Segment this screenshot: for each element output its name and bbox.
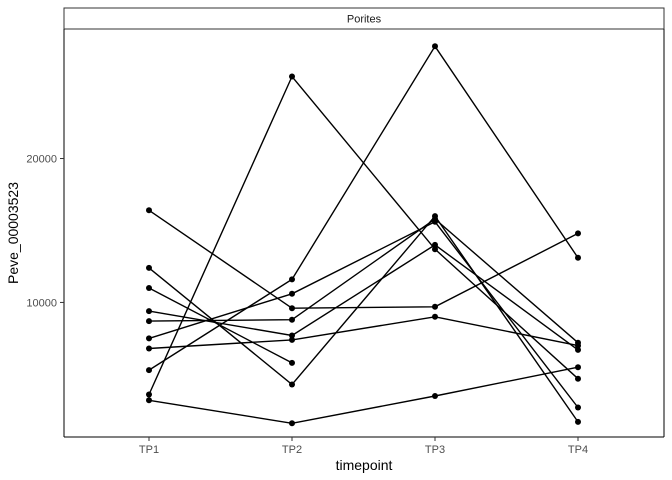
- data-point: [289, 420, 295, 427]
- data-point: [432, 218, 438, 225]
- data-point: [289, 359, 295, 366]
- x-tick-label: TP2: [282, 444, 302, 456]
- data-point: [289, 332, 295, 339]
- data-point: [146, 335, 152, 342]
- series-line-10: [148, 366, 579, 425]
- series-line-9: [148, 75, 579, 395]
- data-point: [146, 264, 152, 271]
- facet-strip: Porites: [63, 7, 665, 30]
- data-point: [289, 290, 295, 297]
- series-line-7: [148, 316, 579, 350]
- data-point: [575, 230, 581, 237]
- data-point: [146, 308, 152, 315]
- data-point: [575, 418, 581, 425]
- series-points: [146, 43, 581, 427]
- data-point: [432, 303, 438, 310]
- data-point: [575, 346, 581, 353]
- data-point: [575, 375, 581, 382]
- data-point: [146, 391, 152, 398]
- data-point: [289, 305, 295, 312]
- x-tick-label: TP1: [139, 444, 159, 456]
- data-point: [289, 381, 295, 388]
- y-axis-title: Peve_00003523: [5, 182, 21, 284]
- facet-strip-label: Porites: [347, 14, 382, 26]
- data-point: [575, 254, 581, 261]
- y-tick-label: 10000: [26, 297, 57, 309]
- data-point: [432, 313, 438, 320]
- series-line-5: [148, 218, 579, 344]
- y-axis-ticks: 10000 20000: [26, 154, 64, 309]
- facet-strip-box: [63, 7, 665, 30]
- series-line-4: [148, 244, 579, 351]
- data-point: [289, 316, 295, 323]
- data-point: [146, 207, 152, 214]
- data-point: [289, 336, 295, 343]
- plot-panel: [63, 29, 665, 438]
- data-point: [146, 367, 152, 374]
- data-point: [432, 393, 438, 399]
- data-point: [432, 241, 438, 248]
- data-point: [575, 404, 581, 411]
- x-tick-label: TP4: [568, 444, 588, 456]
- data-point: [289, 73, 295, 80]
- data-point: [146, 285, 152, 291]
- x-axis-title: timepoint: [336, 457, 393, 473]
- data-point: [575, 342, 581, 349]
- data-point: [146, 397, 152, 404]
- x-axis-ticks: TP1 TP2 TP3 TP4: [139, 437, 588, 456]
- data-point: [432, 43, 438, 50]
- data-point: [146, 345, 152, 352]
- data-point: [146, 318, 152, 325]
- data-point: [289, 276, 295, 283]
- data-point: [575, 364, 581, 371]
- series-lines: [148, 45, 579, 425]
- x-tick-label: TP3: [425, 444, 445, 456]
- series-line-1: [148, 209, 579, 309]
- data-point: [432, 246, 438, 253]
- y-tick-label: 20000: [26, 154, 57, 166]
